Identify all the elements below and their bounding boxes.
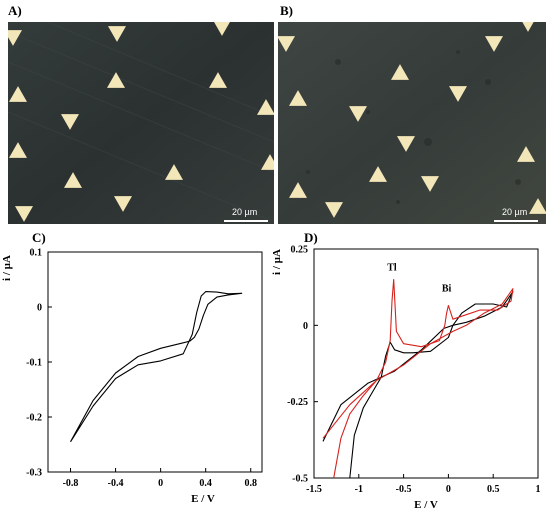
x-tick-label: 1: [536, 484, 541, 495]
triangle-feature: [9, 86, 27, 102]
scale-text-b: 20 µm: [502, 207, 528, 217]
x-axis-label: E / V: [414, 499, 438, 511]
y-tick-label: -0.3: [26, 468, 42, 479]
x-tick-label: -0.8: [63, 478, 79, 489]
x-tick-label: -1.5: [306, 484, 322, 495]
triangle-feature: [261, 154, 274, 170]
triangle-feature: [391, 64, 409, 80]
y-tick-label: -0.5: [292, 474, 308, 485]
triangle-feature: [522, 22, 534, 32]
triangle-feature: [61, 114, 79, 130]
y-tick-label: 0.25: [291, 245, 309, 256]
peak-annotation: Bi: [442, 284, 452, 295]
triangle-feature: [421, 176, 439, 192]
triangle-feature: [449, 86, 467, 102]
x-tick-label: 0: [158, 478, 163, 489]
x-tick-label: -0.5: [396, 484, 412, 495]
x-tick-label: 0.5: [487, 484, 500, 495]
triangle-feature: [369, 166, 387, 182]
x-axis-label: E / V: [191, 493, 215, 505]
x-tick-label: -1: [355, 484, 363, 495]
triangle-feature: [529, 198, 546, 214]
x-tick-label: 0.4: [199, 478, 212, 489]
cv-curve-2: [322, 278, 514, 479]
triangle-feature: [165, 164, 183, 180]
scale-text-a: 20 µm: [232, 207, 258, 217]
triangle-feature: [289, 182, 307, 198]
chart-c: -0.8 -0.4 0 0.4 0.8 0.1 0 -0.1 -0.2 -0.3 E / V i / …: [1, 248, 263, 505]
y-tick-label: -0.25: [287, 397, 308, 408]
triangle-feature: [108, 26, 126, 42]
x-tick-label: -0.4: [108, 478, 124, 489]
y-tick-label: -0.1: [26, 358, 42, 369]
triangle-feature: [209, 72, 227, 88]
x-tick-label: 0.8: [244, 478, 257, 489]
triangle-feature: [107, 72, 125, 88]
triangle-pattern-b: [278, 22, 546, 224]
chart-d: -1.5 -1 -0.5 0 0.5 10.250-0.25-0.5E / Vi / µA…: [271, 245, 541, 512]
micrograph-a: 20 µm: [8, 22, 274, 224]
y-tick-label: -0.2: [26, 413, 42, 424]
y-tick-label: 0.1: [30, 248, 43, 259]
triangle-feature: [64, 172, 82, 188]
triangle-feature: [8, 30, 22, 46]
triangle-feature: [278, 36, 295, 52]
triangle-feature: [325, 202, 343, 218]
triangle-feature: [397, 136, 415, 152]
panel-a-label: A): [8, 3, 22, 18]
cv-curve-1: [322, 291, 514, 479]
y-tick-label: 0: [37, 303, 42, 314]
cv-curve-1: [70, 291, 243, 443]
plot-frame: [313, 248, 539, 479]
triangle-pattern-a: [8, 22, 274, 224]
y-axis-label: i / µA: [1, 255, 13, 281]
micrograph-b: 20 µm: [278, 22, 546, 224]
peak-annotation: Tl: [387, 262, 397, 273]
triangle-feature: [214, 22, 230, 36]
triangle-feature: [257, 99, 274, 115]
y-tick-label: 0: [303, 321, 308, 332]
triangle-feature: [349, 106, 367, 122]
triangle-feature: [517, 146, 535, 162]
x-tick-label: 0: [446, 484, 451, 495]
triangle-feature: [9, 142, 27, 158]
y-axis-label: i / µA: [271, 249, 283, 275]
triangle-feature: [114, 196, 132, 212]
panel-d-label: D): [304, 230, 318, 245]
scale-bar-a: [224, 220, 268, 222]
triangle-feature: [485, 36, 503, 52]
triangle-feature: [289, 90, 307, 106]
scale-bar-b: [494, 220, 538, 222]
panel-b-label: B): [280, 3, 293, 18]
panel-c-label: C): [32, 230, 46, 245]
triangle-feature: [15, 206, 33, 222]
